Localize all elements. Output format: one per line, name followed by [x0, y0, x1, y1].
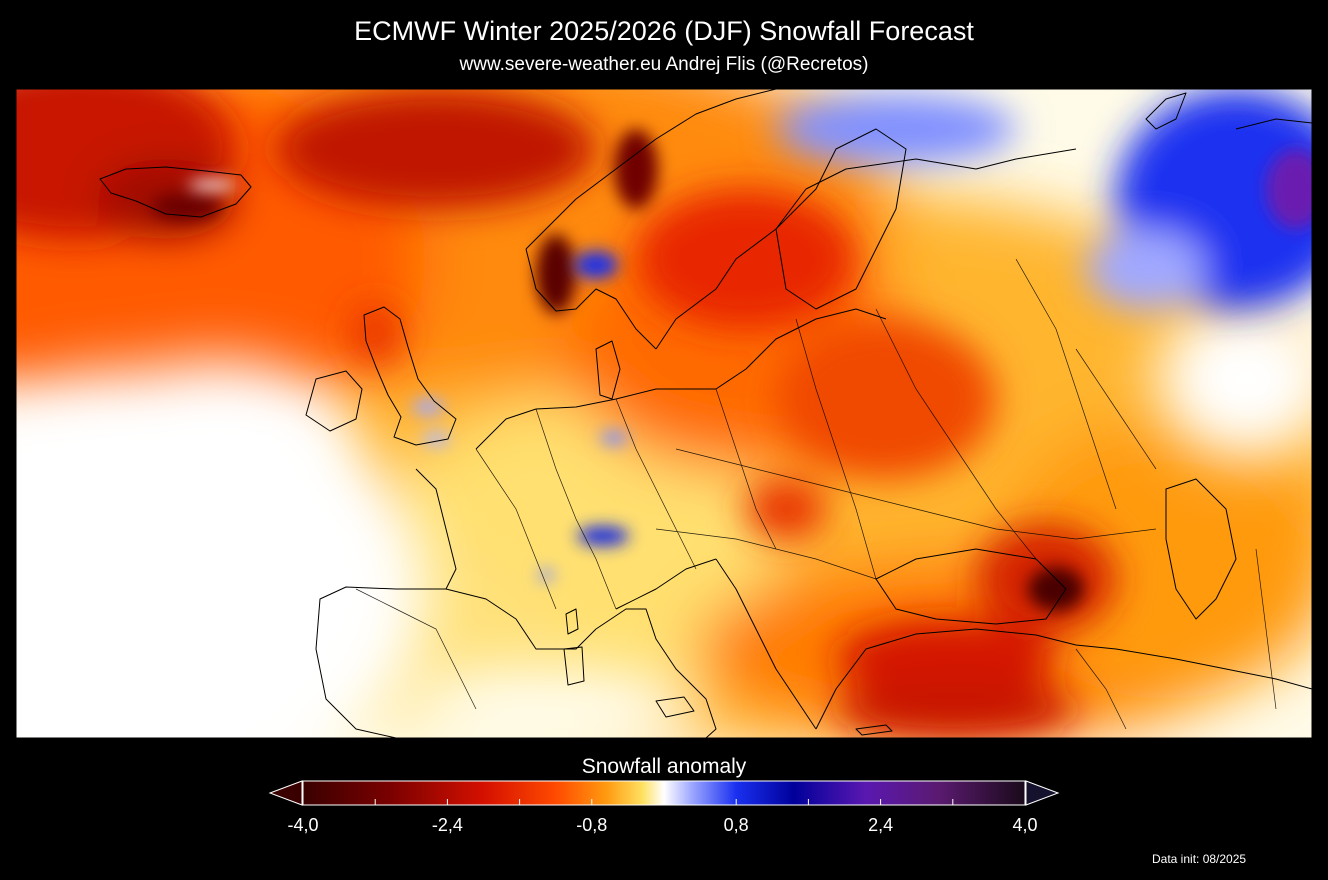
anomaly-map: [16, 89, 1312, 738]
colorbar-tick-label: 0,8: [723, 815, 749, 835]
map-subtitle: www.severe-weather.eu Andrej Flis (@Recr…: [459, 54, 869, 75]
colorbar-tick-label: -0,8: [576, 815, 608, 835]
data-init-label: Data init: 08/2025: [1152, 852, 1247, 866]
legend-title: Snowfall anomaly: [581, 755, 747, 778]
colorbar-tick-label: 4,0: [1012, 815, 1038, 835]
colorbar-extend-max: [1025, 780, 1060, 806]
colorbar-tick-label: -2,4: [431, 815, 463, 835]
colorbar-tick-label: 2,4: [868, 815, 894, 835]
colorbar-ticks: [302, 799, 1026, 805]
map-title: ECMWF Winter 2025/2026 (DJF) Snowfall Fo…: [354, 16, 974, 46]
colorbar-tick-label: -4,0: [287, 815, 319, 835]
country-borders: [355, 258, 1277, 730]
positive-anomaly-patches: [776, 89, 1312, 309]
colorbar: [268, 780, 1060, 806]
neutral-field: [16, 299, 1312, 738]
strong-negative-patches: [151, 129, 1084, 611]
coastlines: [99, 89, 1312, 738]
colorbar-extend-min: [268, 780, 303, 806]
positive-anomaly-small: [188, 149, 1312, 581]
map-svg: [16, 89, 1312, 738]
